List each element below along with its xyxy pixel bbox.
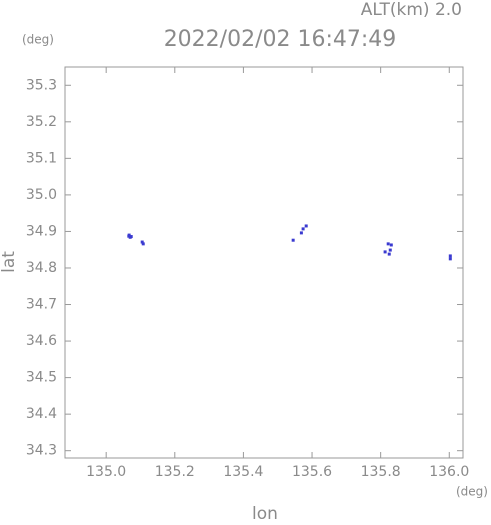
x-unit: (deg)	[456, 485, 488, 499]
y-tick-label: 35.2	[26, 114, 57, 130]
point	[140, 240, 144, 244]
chart-title: 2022/02/02 16:47:49	[164, 27, 397, 52]
x-tick-label: 135.8	[361, 464, 401, 480]
point	[387, 252, 391, 256]
point	[291, 238, 295, 242]
point	[127, 234, 131, 238]
point	[448, 257, 452, 261]
point	[448, 254, 452, 258]
altitude: ALT(km) 2.0	[361, 0, 462, 20]
y-tick-label: 34.8	[26, 260, 57, 276]
y-tick-label: 34.4	[26, 406, 57, 422]
y-tick-label: 34.9	[26, 223, 57, 239]
x-tick-label: 136.0	[429, 464, 469, 480]
y-tick-label: 34.7	[26, 297, 57, 313]
x-tick-label: 135.4	[223, 464, 263, 480]
point	[389, 243, 393, 247]
y-unit: (deg)	[22, 33, 54, 47]
point	[386, 242, 390, 246]
point	[304, 224, 308, 228]
x-tick-label: 135.2	[155, 464, 195, 480]
y-tick-label: 35.3	[26, 77, 57, 93]
point	[383, 250, 387, 254]
y-tick-label: 34.3	[26, 443, 57, 459]
point	[301, 227, 305, 231]
y-tick-label: 34.5	[26, 370, 57, 386]
y-tick-label: 35.0	[26, 187, 57, 203]
y-tick-label: 35.1	[26, 150, 57, 166]
x-tick-label: 135.6	[292, 464, 332, 480]
y-tick-label: 34.6	[26, 333, 57, 349]
y-axis-label: lat	[0, 251, 19, 273]
x-tick-label: 135.0	[86, 464, 126, 480]
point	[141, 242, 145, 246]
point	[299, 231, 303, 235]
x-axis-label: lon	[252, 504, 278, 521]
plot-frame	[64, 66, 464, 459]
point	[388, 248, 392, 252]
